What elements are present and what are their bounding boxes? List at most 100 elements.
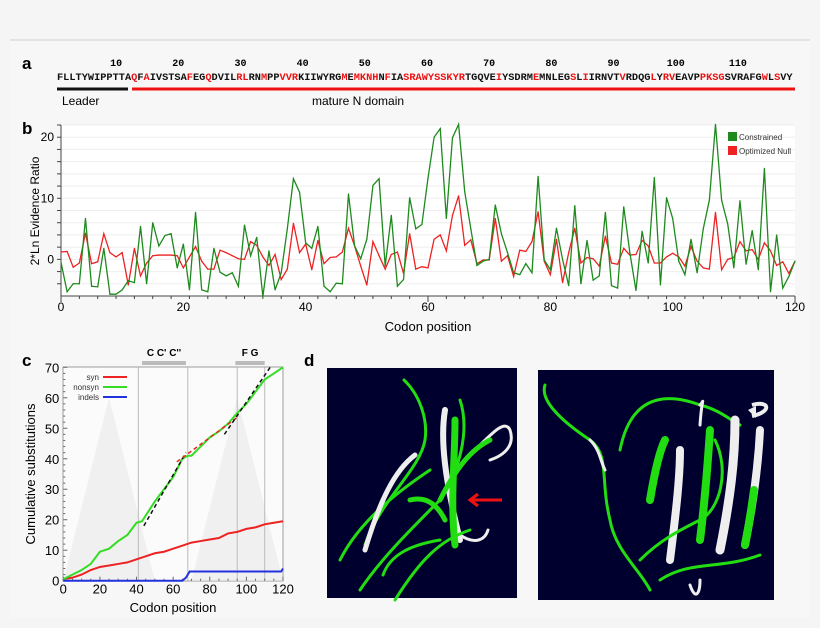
fit-line-dashed — [176, 415, 240, 463]
data-point — [280, 272, 282, 274]
data-point — [470, 239, 472, 241]
data-point — [525, 263, 527, 265]
data-point — [207, 268, 209, 270]
data-point — [513, 275, 515, 278]
legend-label: Optimized Null — [739, 147, 791, 156]
fit-line-dashed — [143, 452, 187, 527]
data-point — [402, 278, 405, 281]
data-point — [531, 241, 533, 243]
data-point — [635, 253, 637, 256]
data-point — [341, 251, 343, 253]
data-point — [586, 239, 588, 242]
data-point — [782, 287, 784, 289]
data-point — [121, 289, 123, 291]
data-point — [170, 233, 172, 235]
data-point — [678, 260, 680, 262]
data-point — [305, 242, 307, 244]
position-number: 30 — [234, 59, 246, 70]
data-point — [139, 225, 142, 227]
data-point — [647, 262, 649, 264]
data-point — [690, 245, 692, 248]
data-point — [72, 283, 74, 285]
legend-swatch — [728, 132, 737, 141]
data-point — [659, 284, 662, 286]
data-point — [580, 283, 582, 285]
data-point — [372, 184, 374, 187]
data-point — [121, 252, 123, 254]
sequence-segment: A — [144, 72, 151, 84]
data-point — [158, 245, 160, 247]
panel-a: a 10 20 30 40 50 60 70 80 90 100 110 FLLTYWIPPTTAQ… — [22, 54, 795, 108]
data-point — [262, 256, 264, 258]
position-number: 60 — [421, 59, 433, 70]
data-point — [561, 258, 564, 260]
data-point — [90, 263, 93, 265]
data-point — [672, 217, 674, 220]
mature-domain-label: mature N domain — [312, 94, 404, 108]
data-point — [84, 217, 87, 220]
protein-sequence: FLLTYWIPPTTAQFAIVSTSAFEGQDVILRLRNMPPVVRK… — [57, 72, 793, 84]
data-point — [268, 264, 270, 267]
data-point — [433, 136, 435, 138]
sequence-segment: MNLEG — [539, 72, 570, 84]
y-tick-label: 20 — [41, 130, 55, 144]
data-point — [445, 217, 447, 220]
data-point — [188, 289, 191, 291]
data-point — [482, 259, 484, 261]
data-point — [109, 252, 111, 254]
protein-ribbon-front — [338, 378, 513, 602]
data-point — [115, 293, 117, 295]
data-point — [506, 252, 509, 254]
sequence-segment: M — [261, 72, 267, 84]
data-point — [696, 260, 698, 262]
position-number: 20 — [172, 59, 184, 70]
y-tick-label: 40 — [45, 452, 59, 467]
data-point — [97, 286, 99, 288]
y-tick-label: 10 — [45, 543, 59, 558]
y-tick-label: 70 — [45, 360, 59, 375]
data-point — [396, 285, 399, 287]
data-point — [194, 211, 197, 213]
data-point — [500, 260, 502, 262]
data-point — [457, 123, 460, 125]
panel-b-axes: 0 10 20 0 20 40 60 80 100 120 — [41, 124, 805, 314]
data-point — [109, 293, 111, 295]
data-point — [427, 267, 429, 269]
data-point — [256, 236, 258, 238]
data-point — [72, 266, 74, 268]
data-point — [610, 262, 613, 264]
data-point — [335, 282, 337, 284]
sequence-segment: FLLTYWIPPTTA — [57, 72, 132, 84]
data-point — [629, 252, 631, 254]
leader-label: Leader — [62, 94, 99, 108]
sequence-segment: E — [348, 72, 354, 84]
panel-b-series — [60, 121, 796, 298]
data-point — [568, 252, 570, 254]
data-point — [727, 258, 729, 260]
data-point — [488, 258, 490, 260]
data-point — [286, 268, 288, 270]
data-point — [182, 267, 184, 269]
data-point — [537, 175, 539, 177]
sequence-segment: S — [570, 72, 576, 84]
data-point — [329, 256, 331, 259]
sequence-segment: Q — [205, 72, 211, 84]
data-point — [317, 225, 319, 227]
data-point — [409, 197, 411, 199]
series-line-syn — [63, 520, 284, 581]
panel-b-xlabel: Codon position — [385, 319, 472, 334]
data-point — [561, 281, 564, 284]
legend-label: Constrained — [739, 133, 782, 142]
data-point — [733, 267, 735, 269]
data-point — [139, 275, 142, 277]
data-point — [482, 260, 484, 262]
data-point — [519, 249, 521, 251]
y-tick-label: 60 — [45, 391, 59, 406]
x-tick-label: 20 — [93, 582, 107, 597]
data-point — [470, 228, 472, 230]
sequence-segment: KIIWYRG — [298, 72, 341, 84]
data-point — [665, 256, 668, 258]
data-point — [243, 258, 246, 260]
x-tick-label: 20 — [177, 300, 191, 314]
